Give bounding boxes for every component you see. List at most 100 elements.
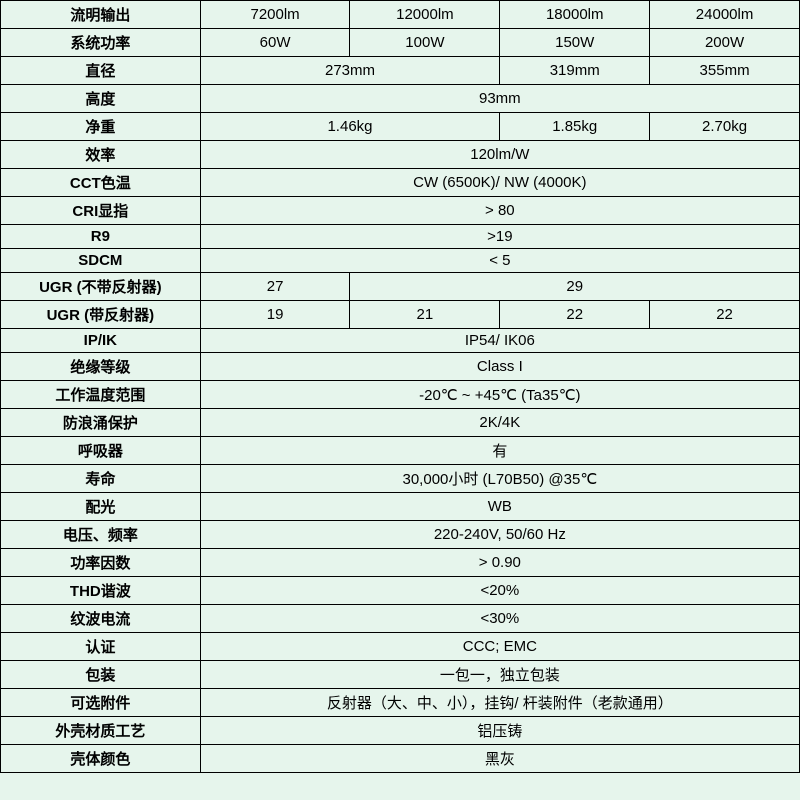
row-label: IP/IK	[1, 329, 201, 353]
row-value: > 80	[200, 197, 799, 225]
row-value: 反射器（大、中、小），挂钩/ 杆装附件（老款通用）	[200, 689, 799, 717]
row-value: 200W	[650, 29, 800, 57]
row-label: 功率因数	[1, 549, 201, 577]
row-value: 1.85kg	[500, 113, 650, 141]
row-value: 30,000小时 (L70B50) @35℃	[200, 465, 799, 493]
row-value: 273mm	[200, 57, 500, 85]
row-value: 铝压铸	[200, 717, 799, 745]
row-value: 100W	[350, 29, 500, 57]
table-row: 配光WB	[1, 493, 800, 521]
row-value: < 5	[200, 249, 799, 273]
table-row: 绝缘等级Class I	[1, 353, 800, 381]
row-label: 纹波电流	[1, 605, 201, 633]
row-value: CCC; EMC	[200, 633, 799, 661]
row-value: WB	[200, 493, 799, 521]
row-label: THD谐波	[1, 577, 201, 605]
table-row: CCT色温CW (6500K)/ NW (4000K)	[1, 169, 800, 197]
spec-table: 流明输出7200lm12000lm18000lm24000lm系统功率60W10…	[0, 0, 800, 773]
row-value: 22	[650, 301, 800, 329]
spec-table-body: 流明输出7200lm12000lm18000lm24000lm系统功率60W10…	[1, 1, 800, 773]
row-value: Class I	[200, 353, 799, 381]
row-label: R9	[1, 225, 201, 249]
row-label: UGR (带反射器)	[1, 301, 201, 329]
row-label: 净重	[1, 113, 201, 141]
row-label: CCT色温	[1, 169, 201, 197]
row-value: 60W	[200, 29, 350, 57]
table-row: 系统功率60W100W150W200W	[1, 29, 800, 57]
row-label: CRI显指	[1, 197, 201, 225]
row-value: 150W	[500, 29, 650, 57]
row-value: 355mm	[650, 57, 800, 85]
table-row: 工作温度范围-20℃ ~ +45℃ (Ta35℃)	[1, 381, 800, 409]
row-label: 外壳材质工艺	[1, 717, 201, 745]
row-value: 21	[350, 301, 500, 329]
row-value: 19	[200, 301, 350, 329]
row-value: 1.46kg	[200, 113, 500, 141]
row-value: <20%	[200, 577, 799, 605]
row-label: 工作温度范围	[1, 381, 201, 409]
table-row: 包装一包一，独立包装	[1, 661, 800, 689]
row-label: 壳体颜色	[1, 745, 201, 773]
row-value: 2.70kg	[650, 113, 800, 141]
row-label: 绝缘等级	[1, 353, 201, 381]
table-row: THD谐波<20%	[1, 577, 800, 605]
row-label: 寿命	[1, 465, 201, 493]
row-label: 可选附件	[1, 689, 201, 717]
table-row: 功率因数> 0.90	[1, 549, 800, 577]
row-value: >19	[200, 225, 799, 249]
table-row: 流明输出7200lm12000lm18000lm24000lm	[1, 1, 800, 29]
row-label: 防浪涌保护	[1, 409, 201, 437]
table-row: 高度93mm	[1, 85, 800, 113]
row-value: > 0.90	[200, 549, 799, 577]
table-row: 壳体颜色黑灰	[1, 745, 800, 773]
table-row: 效率120lm/W	[1, 141, 800, 169]
table-row: 外壳材质工艺铝压铸	[1, 717, 800, 745]
table-row: SDCM< 5	[1, 249, 800, 273]
row-label: 直径	[1, 57, 201, 85]
table-row: UGR (带反射器)19212222	[1, 301, 800, 329]
table-row: IP/IKIP54/ IK06	[1, 329, 800, 353]
table-row: CRI显指> 80	[1, 197, 800, 225]
row-value: 120lm/W	[200, 141, 799, 169]
row-value: 一包一，独立包装	[200, 661, 799, 689]
row-label: 配光	[1, 493, 201, 521]
row-value: 319mm	[500, 57, 650, 85]
row-value: 7200lm	[200, 1, 350, 29]
row-value: 27	[200, 273, 350, 301]
row-value: 有	[200, 437, 799, 465]
row-label: 效率	[1, 141, 201, 169]
row-value: 黑灰	[200, 745, 799, 773]
row-label: 电压、频率	[1, 521, 201, 549]
row-label: 系统功率	[1, 29, 201, 57]
row-label: 呼吸器	[1, 437, 201, 465]
row-value: 29	[350, 273, 800, 301]
row-value: 18000lm	[500, 1, 650, 29]
table-row: 寿命30,000小时 (L70B50) @35℃	[1, 465, 800, 493]
row-label: 高度	[1, 85, 201, 113]
table-row: 纹波电流<30%	[1, 605, 800, 633]
table-row: 认证CCC; EMC	[1, 633, 800, 661]
table-row: 电压、频率220-240V, 50/60 Hz	[1, 521, 800, 549]
row-value: <30%	[200, 605, 799, 633]
row-value: 93mm	[200, 85, 799, 113]
row-label: 流明输出	[1, 1, 201, 29]
table-row: 净重1.46kg1.85kg2.70kg	[1, 113, 800, 141]
row-value: 220-240V, 50/60 Hz	[200, 521, 799, 549]
row-value: -20℃ ~ +45℃ (Ta35℃)	[200, 381, 799, 409]
row-value: CW (6500K)/ NW (4000K)	[200, 169, 799, 197]
row-label: SDCM	[1, 249, 201, 273]
table-row: 可选附件反射器（大、中、小），挂钩/ 杆装附件（老款通用）	[1, 689, 800, 717]
table-row: UGR (不带反射器)2729	[1, 273, 800, 301]
table-row: R9>19	[1, 225, 800, 249]
row-value: 2K/4K	[200, 409, 799, 437]
table-row: 呼吸器有	[1, 437, 800, 465]
row-label: UGR (不带反射器)	[1, 273, 201, 301]
row-value: 24000lm	[650, 1, 800, 29]
row-label: 认证	[1, 633, 201, 661]
row-label: 包装	[1, 661, 201, 689]
row-value: 22	[500, 301, 650, 329]
table-row: 直径273mm319mm355mm	[1, 57, 800, 85]
row-value: 12000lm	[350, 1, 500, 29]
table-row: 防浪涌保护2K/4K	[1, 409, 800, 437]
row-value: IP54/ IK06	[200, 329, 799, 353]
